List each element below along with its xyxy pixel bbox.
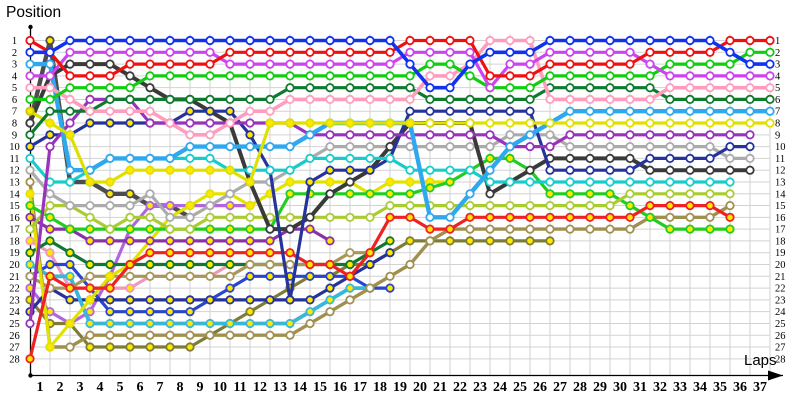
svg-text:1: 1 xyxy=(12,36,17,47)
svg-text:33: 33 xyxy=(673,380,687,395)
svg-text:4: 4 xyxy=(775,71,781,82)
svg-text:22: 22 xyxy=(775,284,786,295)
svg-text:27: 27 xyxy=(9,343,20,354)
svg-text:19: 19 xyxy=(9,248,20,259)
svg-text:3: 3 xyxy=(77,380,84,395)
svg-text:18: 18 xyxy=(9,236,20,247)
svg-text:20: 20 xyxy=(413,380,427,395)
svg-text:17: 17 xyxy=(9,225,20,236)
svg-text:1: 1 xyxy=(775,36,780,47)
svg-text:14: 14 xyxy=(293,380,307,395)
svg-text:23: 23 xyxy=(775,295,786,306)
svg-text:34: 34 xyxy=(693,380,707,395)
svg-text:21: 21 xyxy=(9,272,20,283)
svg-text:29: 29 xyxy=(593,380,607,395)
svg-text:5: 5 xyxy=(775,83,780,94)
svg-text:16: 16 xyxy=(775,213,786,224)
svg-text:26: 26 xyxy=(9,331,20,342)
svg-text:3: 3 xyxy=(12,60,17,71)
svg-text:25: 25 xyxy=(775,319,786,330)
svg-text:10: 10 xyxy=(9,142,20,153)
svg-text:25: 25 xyxy=(9,319,20,330)
svg-text:2: 2 xyxy=(12,48,17,59)
svg-text:19: 19 xyxy=(775,248,786,259)
svg-text:21: 21 xyxy=(433,380,447,395)
svg-text:13: 13 xyxy=(9,178,20,189)
svg-text:2: 2 xyxy=(775,48,780,59)
svg-text:28: 28 xyxy=(9,354,20,365)
svg-text:16: 16 xyxy=(333,380,347,395)
svg-text:25: 25 xyxy=(513,380,527,395)
svg-text:6: 6 xyxy=(775,95,780,106)
svg-text:23: 23 xyxy=(9,295,20,306)
svg-text:21: 21 xyxy=(775,272,786,283)
svg-text:15: 15 xyxy=(313,380,327,395)
svg-text:24: 24 xyxy=(775,307,786,318)
svg-text:3: 3 xyxy=(775,60,780,71)
svg-text:15: 15 xyxy=(9,201,20,212)
svg-text:22: 22 xyxy=(9,284,20,295)
svg-text:19: 19 xyxy=(393,380,407,395)
svg-text:8: 8 xyxy=(775,119,780,130)
svg-text:18: 18 xyxy=(373,380,387,395)
svg-text:23: 23 xyxy=(473,380,487,395)
svg-text:32: 32 xyxy=(653,380,667,395)
svg-text:16: 16 xyxy=(9,213,20,224)
svg-text:28: 28 xyxy=(775,354,786,365)
svg-text:9: 9 xyxy=(12,130,17,141)
svg-text:1: 1 xyxy=(37,380,44,395)
svg-text:2: 2 xyxy=(57,380,64,395)
svg-text:27: 27 xyxy=(553,380,567,395)
svg-text:4: 4 xyxy=(12,71,18,82)
svg-text:12: 12 xyxy=(9,166,20,177)
svg-text:20: 20 xyxy=(9,260,20,271)
svg-text:9: 9 xyxy=(197,380,204,395)
svg-text:8: 8 xyxy=(12,119,17,130)
svg-text:7: 7 xyxy=(157,380,164,395)
svg-text:10: 10 xyxy=(775,142,786,153)
svg-text:5: 5 xyxy=(12,83,17,94)
svg-text:4: 4 xyxy=(97,380,104,395)
svg-text:8: 8 xyxy=(177,380,184,395)
svg-text:7: 7 xyxy=(775,107,780,118)
svg-text:12: 12 xyxy=(775,166,786,177)
svg-text:11: 11 xyxy=(9,154,19,165)
svg-text:17: 17 xyxy=(353,380,367,395)
svg-text:5: 5 xyxy=(117,380,124,395)
svg-text:9: 9 xyxy=(775,130,780,141)
svg-text:24: 24 xyxy=(9,307,20,318)
svg-text:31: 31 xyxy=(633,380,647,395)
svg-text:26: 26 xyxy=(775,331,786,342)
svg-text:27: 27 xyxy=(775,343,786,354)
svg-text:13: 13 xyxy=(273,380,287,395)
svg-text:22: 22 xyxy=(453,380,467,395)
svg-text:17: 17 xyxy=(775,225,786,236)
svg-text:11: 11 xyxy=(233,380,246,395)
svg-text:37: 37 xyxy=(753,380,767,395)
svg-text:6: 6 xyxy=(137,380,144,395)
svg-text:14: 14 xyxy=(775,189,786,200)
svg-text:35: 35 xyxy=(713,380,727,395)
svg-text:13: 13 xyxy=(775,178,786,189)
svg-text:30: 30 xyxy=(613,380,627,395)
svg-text:10: 10 xyxy=(213,380,227,395)
svg-text:7: 7 xyxy=(12,107,17,118)
svg-text:Position: Position xyxy=(6,4,61,21)
svg-text:18: 18 xyxy=(775,236,786,247)
svg-text:36: 36 xyxy=(733,380,747,395)
svg-text:28: 28 xyxy=(573,380,587,395)
svg-text:24: 24 xyxy=(493,380,507,395)
svg-text:6: 6 xyxy=(12,95,17,106)
svg-text:11: 11 xyxy=(775,154,785,165)
svg-text:Laps: Laps xyxy=(744,352,777,369)
svg-text:12: 12 xyxy=(253,380,267,395)
svg-text:14: 14 xyxy=(9,189,20,200)
svg-text:26: 26 xyxy=(533,380,547,395)
svg-text:15: 15 xyxy=(775,201,786,212)
svg-text:20: 20 xyxy=(775,260,786,271)
